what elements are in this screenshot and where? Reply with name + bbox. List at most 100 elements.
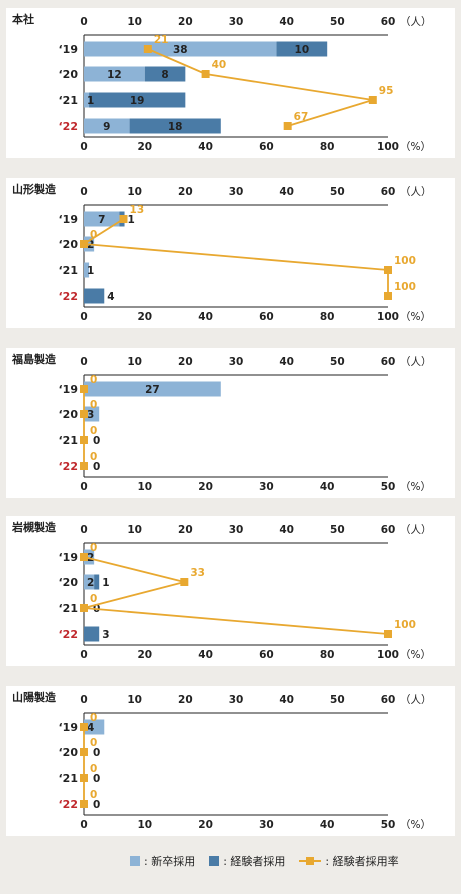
bar-new-grad — [84, 574, 95, 590]
ratio-label: 0 — [90, 374, 97, 386]
panel-background — [6, 348, 455, 498]
category-label: ‘19 — [59, 721, 79, 734]
top-axis-unit: （人） — [400, 16, 432, 28]
top-tick-label: 40 — [279, 16, 294, 28]
bar-experienced — [276, 41, 328, 57]
data-label-new-grad: 1 — [87, 95, 94, 107]
top-tick-label: 40 — [279, 694, 294, 706]
top-tick-label: 10 — [127, 694, 142, 706]
top-axis-unit: （人） — [400, 186, 432, 198]
data-label-new-grad: 0 — [93, 747, 100, 759]
bottom-tick-label: 60 — [259, 311, 274, 323]
category-label: ‘22 — [59, 798, 79, 811]
ratio-label: 0 — [90, 542, 97, 554]
panel-title: 岩槻製造 — [11, 520, 57, 534]
bottom-axis-unit: （%） — [400, 311, 431, 323]
data-label-new-grad: 12 — [107, 69, 122, 81]
bottom-tick-label: 20 — [198, 819, 213, 831]
category-label: ‘22 — [59, 460, 79, 473]
ratio-marker — [80, 410, 88, 418]
category-label: ‘21 — [59, 264, 79, 277]
bar-experienced — [129, 118, 221, 134]
ratio-marker — [119, 215, 128, 223]
bottom-tick-label: 30 — [259, 819, 274, 831]
ratio-marker — [80, 604, 88, 612]
ratio-marker — [80, 774, 88, 782]
bottom-tick-label: 80 — [320, 141, 335, 153]
ratio-label: 0 — [90, 451, 97, 463]
category-label: ‘20 — [59, 68, 79, 81]
top-tick-label: 50 — [330, 524, 345, 536]
top-tick-label: 60 — [381, 16, 396, 28]
bar-new-grad — [84, 381, 221, 397]
top-tick-label: 20 — [178, 356, 193, 368]
data-label-new-grad: 0 — [93, 461, 100, 473]
ratio-label: 0 — [90, 789, 97, 801]
data-label-new-grad: 7 — [98, 214, 105, 226]
top-tick-label: 40 — [279, 356, 294, 368]
ratio-marker — [384, 266, 392, 274]
ratio-marker — [80, 723, 88, 731]
data-label-experienced: 1 — [102, 577, 109, 589]
bar-experienced — [94, 574, 100, 590]
category-label: ‘19 — [59, 383, 79, 396]
bottom-tick-label: 20 — [137, 141, 152, 153]
ratio-marker — [80, 800, 88, 808]
ratio-marker — [180, 578, 189, 586]
ratio-label: 40 — [212, 59, 227, 71]
category-label: ‘22 — [59, 628, 79, 641]
ratio-label: 0 — [90, 399, 97, 411]
bottom-axis-unit: （%） — [400, 819, 431, 831]
bottom-tick-label: 100 — [377, 649, 399, 661]
bottom-tick-label: 40 — [198, 141, 213, 153]
bottom-tick-label: 80 — [320, 311, 335, 323]
data-label-experienced: 18 — [168, 121, 183, 133]
top-tick-label: 10 — [127, 524, 142, 536]
data-label-new-grad: 2 — [87, 577, 94, 589]
ratio-marker — [80, 748, 88, 756]
category-label: ‘20 — [59, 746, 79, 759]
data-label-new-grad: 9 — [103, 121, 110, 133]
category-label: ‘22 — [59, 290, 79, 303]
top-tick-label: 0 — [80, 356, 87, 368]
ratio-label: 0 — [90, 737, 97, 749]
ratio-marker — [80, 462, 88, 470]
category-label: ‘20 — [59, 238, 79, 251]
bottom-tick-label: 50 — [381, 819, 396, 831]
top-tick-label: 20 — [178, 16, 193, 28]
top-tick-label: 30 — [229, 16, 244, 28]
data-label-experienced: 8 — [161, 69, 168, 81]
top-tick-label: 60 — [381, 694, 396, 706]
legend-experienced-label: : 経験者採用 — [223, 855, 286, 868]
bottom-tick-label: 20 — [137, 311, 152, 323]
top-axis-unit: （人） — [400, 524, 432, 536]
data-label-new-grad: 3 — [87, 409, 94, 421]
legend-new-grad-label: : 新卒採用 — [144, 855, 196, 868]
bar-new-grad — [84, 41, 277, 57]
ratio-line — [83, 556, 389, 635]
bar-experienced — [89, 92, 186, 108]
ratio-label: 100 — [394, 619, 416, 631]
chart-panel-3: 岩槻製造 0 10 20 30 40 50 60 （人）0 20 40 60 80 100 （%）‘19 2‘… — [6, 516, 455, 666]
ratio-label: 0 — [90, 712, 97, 724]
category-label: ‘21 — [59, 602, 79, 615]
ratio-label: 21 — [154, 34, 169, 46]
bar-new-grad — [84, 66, 145, 82]
bottom-tick-label: 60 — [259, 649, 274, 661]
category-label: ‘21 — [59, 434, 79, 447]
legend-experienced-swatch — [209, 856, 220, 866]
bottom-tick-label: 60 — [259, 141, 274, 153]
data-label-new-grad: 0 — [93, 773, 100, 785]
bottom-tick-label: 30 — [259, 481, 274, 493]
ratio-label: 95 — [379, 85, 394, 97]
data-label-new-grad: 4 — [87, 722, 94, 734]
bottom-tick-label: 10 — [137, 481, 152, 493]
panel-background — [6, 8, 455, 158]
ratio-line — [81, 218, 389, 296]
top-tick-label: 20 — [178, 694, 193, 706]
top-tick-label: 30 — [229, 524, 244, 536]
top-tick-label: 50 — [330, 694, 345, 706]
panel-background — [6, 178, 455, 328]
panel-title: 福島製造 — [11, 352, 57, 366]
ratio-marker — [80, 385, 88, 393]
